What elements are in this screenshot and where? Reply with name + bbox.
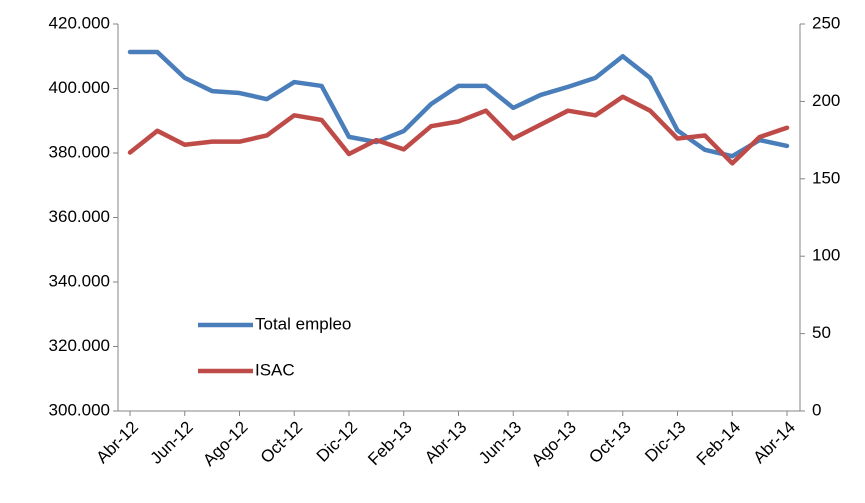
y-tick-label: 320.000 xyxy=(49,336,110,355)
x-tick-label: Dic-12 xyxy=(313,418,361,466)
x-tick-label: Feb-14 xyxy=(693,418,745,470)
x-tick-label: Abr-12 xyxy=(92,418,142,468)
x-tick-label: Ago-13 xyxy=(528,418,580,470)
y-tick-label: 400.000 xyxy=(49,78,110,97)
x-tick-label: Abr-14 xyxy=(749,418,799,468)
x-tick-label: Oct-12 xyxy=(257,418,307,468)
legend-label: Total empleo xyxy=(255,314,351,333)
y2-tick-label: 250 xyxy=(812,13,840,32)
y-tick-label: 300.000 xyxy=(49,400,110,419)
series-line xyxy=(127,49,790,159)
y2-tick-label: 100 xyxy=(812,246,840,265)
x-tick-label: Jun-12 xyxy=(147,418,197,468)
y2-tick-label: 150 xyxy=(812,168,840,187)
x-tick-label: Ago-12 xyxy=(199,418,251,470)
y-tick-label: 380.000 xyxy=(49,142,110,161)
x-tick-label: Dic-13 xyxy=(641,418,689,466)
series-line xyxy=(127,94,790,166)
x-tick-label: Jun-13 xyxy=(475,418,525,468)
y2-tick-label: 0 xyxy=(812,400,821,419)
x-tick-label: Feb-13 xyxy=(364,418,416,470)
x-tick-label: Oct-13 xyxy=(585,418,635,468)
y2-tick-label: 200 xyxy=(812,91,840,110)
y2-tick-label: 50 xyxy=(812,323,831,342)
y-tick-label: 340.000 xyxy=(49,271,110,290)
y-tick-label: 420.000 xyxy=(49,13,110,32)
legend-label: ISAC xyxy=(255,360,295,379)
y-tick-label: 360.000 xyxy=(49,207,110,226)
x-tick-label: Abr-13 xyxy=(421,418,471,468)
